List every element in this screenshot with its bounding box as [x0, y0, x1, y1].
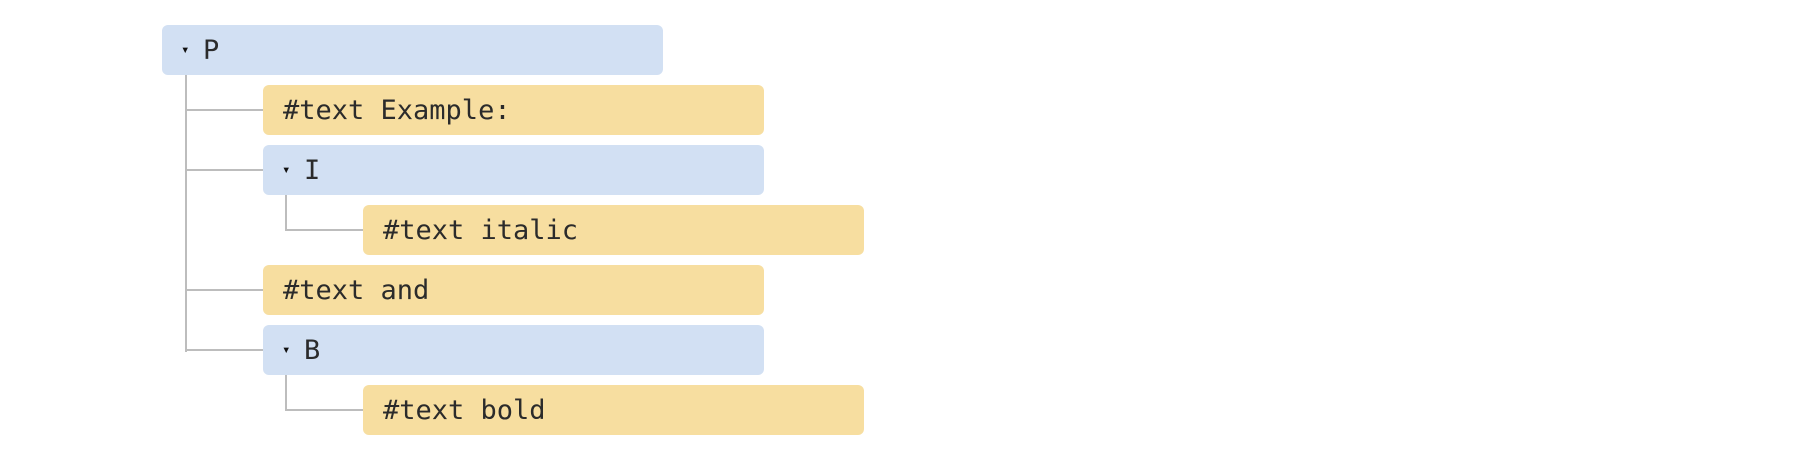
connector-root-to-i: [185, 169, 263, 171]
text-node-and: #text and: [263, 265, 764, 315]
text-node-label: #text italic: [383, 214, 579, 246]
element-node-label: I: [304, 154, 321, 186]
triangle-down-icon[interactable]: ▾: [181, 42, 190, 58]
triangle-down-icon[interactable]: ▾: [282, 162, 291, 178]
triangle-down-icon[interactable]: ▾: [282, 342, 291, 358]
connector-b-to-text-bold: [285, 409, 363, 411]
connector-i-vertical: [285, 195, 287, 231]
connector-root-to-text-and: [185, 289, 263, 291]
connector-root-to-b: [185, 349, 263, 351]
connector-root-to-text-example: [185, 109, 263, 111]
connector-b-vertical: [285, 375, 287, 411]
text-node-example: #text Example:: [263, 85, 764, 135]
element-node-label: B: [304, 334, 321, 366]
element-node-b[interactable]: ▾ B: [263, 325, 764, 375]
element-node-label: P: [203, 34, 220, 66]
text-node-bold: #text bold: [363, 385, 864, 435]
connector-i-to-text-italic: [285, 229, 363, 231]
text-node-label: #text Example:: [283, 94, 511, 126]
element-node-i[interactable]: ▾ I: [263, 145, 764, 195]
connector-root-vertical: [185, 75, 187, 352]
element-node-p[interactable]: ▾ P: [162, 25, 663, 75]
text-node-italic: #text italic: [363, 205, 864, 255]
text-node-label: #text and: [283, 274, 430, 306]
text-node-label: #text bold: [383, 394, 546, 426]
